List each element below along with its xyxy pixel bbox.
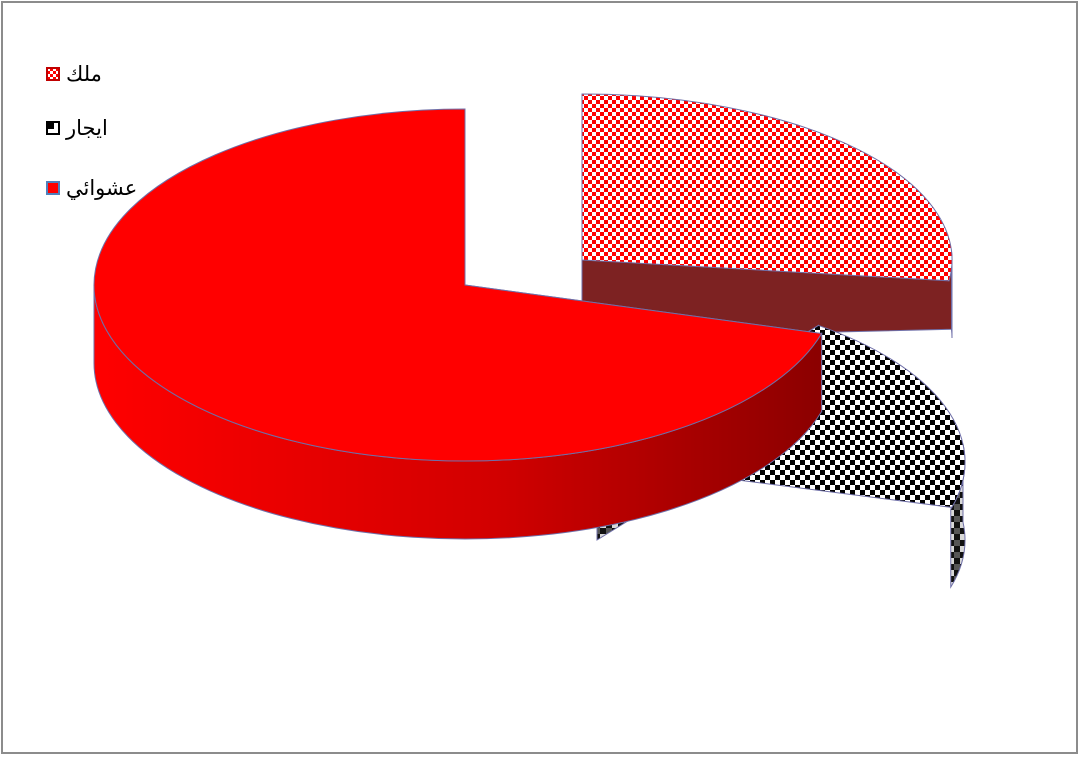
pie-slice-milk-top <box>581 93 953 282</box>
legend-item-ashwai: عشوائي <box>46 174 137 202</box>
legend-item-milk: ملك <box>46 60 102 88</box>
legend-item-ijar: ايجار <box>46 114 108 142</box>
pie-slice-milk <box>581 93 953 339</box>
legend-label-ijar: ايجار <box>66 116 108 140</box>
legend-label-milk: ملك <box>66 62 102 86</box>
legend-swatch-milk <box>46 67 60 81</box>
pie-slice-ashwai-top <box>93 108 823 462</box>
legend-swatch-ijar <box>46 121 60 135</box>
legend-swatch-ashwai <box>46 181 60 195</box>
pie-slice-ashwai <box>93 108 823 540</box>
legend-label-ashwai: عشوائي <box>66 176 138 200</box>
